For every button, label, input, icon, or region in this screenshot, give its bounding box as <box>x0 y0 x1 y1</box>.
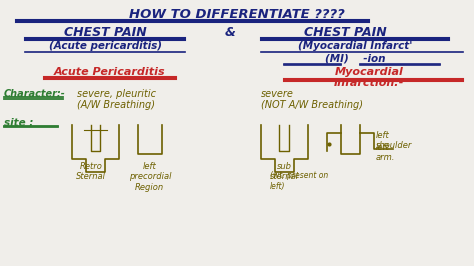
Text: Acute Pericarditis: Acute Pericarditis <box>54 67 165 77</box>
Text: left
precordial
Region: left precordial Region <box>128 162 171 192</box>
Text: severe
(NOT A/W Breathing): severe (NOT A/W Breathing) <box>261 89 363 110</box>
Text: (Myocardial Infarct': (Myocardial Infarct' <box>298 41 412 51</box>
Text: left
arm.: left arm. <box>376 143 395 163</box>
Text: (Acute pericarditis): (Acute pericarditis) <box>48 41 162 51</box>
Text: severe, pleuritic
(A/W Breathing): severe, pleuritic (A/W Breathing) <box>77 89 156 110</box>
Text: (wt. present on
left): (wt. present on left) <box>270 171 328 190</box>
Text: &: & <box>225 26 236 39</box>
Text: left
shoulder: left shoulder <box>376 131 412 150</box>
Text: Myocardial
Infarction:-: Myocardial Infarction:- <box>334 67 404 88</box>
Text: Retro
Sternal: Retro Sternal <box>76 162 106 181</box>
Text: Character:-: Character:- <box>4 89 65 99</box>
Text: CHEST PAIN: CHEST PAIN <box>64 26 146 39</box>
Text: HOW TO DIFFERENTIATE ????: HOW TO DIFFERENTIATE ???? <box>129 8 345 21</box>
Text: site :: site : <box>4 118 33 128</box>
Text: (MI)    -ion: (MI) -ion <box>325 53 385 64</box>
Text: sub
sternal: sub sternal <box>270 162 299 181</box>
Text: CHEST PAIN: CHEST PAIN <box>304 26 387 39</box>
